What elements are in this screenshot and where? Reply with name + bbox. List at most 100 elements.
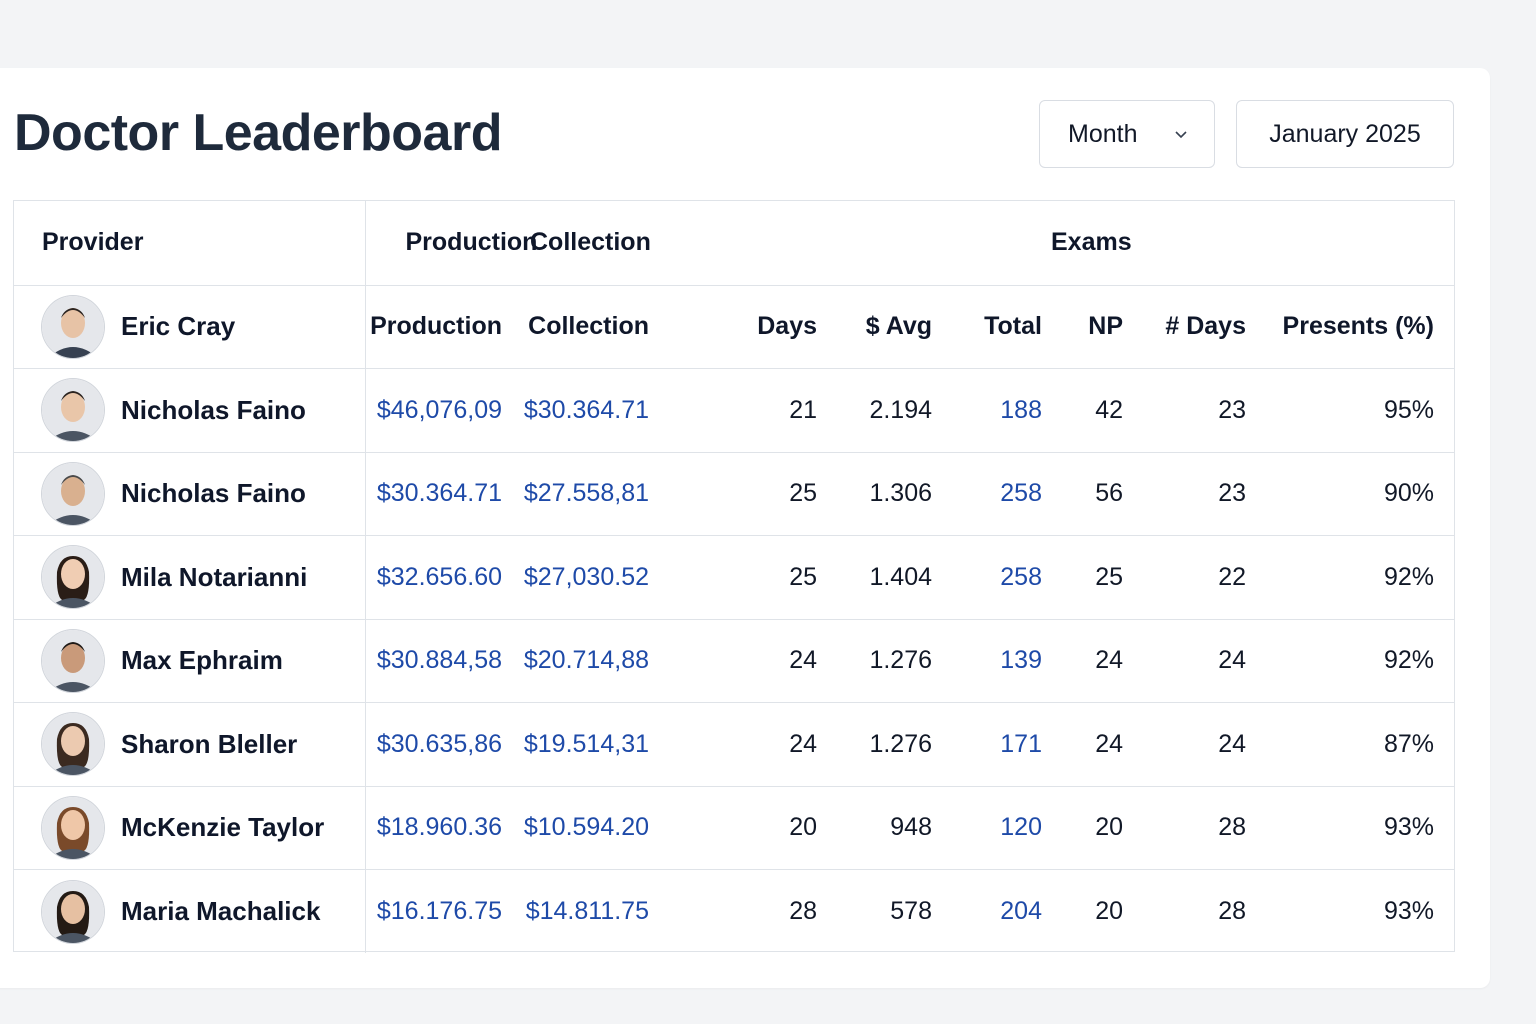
subheader-avg[interactable]: $ Avg — [865, 312, 932, 341]
exam-days-value: 23 — [1218, 479, 1246, 508]
table-row: Nicholas Faino $46,076,09 $30.364.71 21 … — [14, 368, 1454, 452]
avatar — [42, 379, 104, 442]
provider-name[interactable]: Eric Cray — [121, 311, 236, 342]
group-header-exams: Exams — [1051, 228, 1132, 257]
avatar — [42, 880, 104, 943]
days-value: 25 — [789, 562, 817, 591]
table-row: Sharon Bleller $30.635,86 $19.514,31 24 … — [14, 702, 1454, 786]
presents-value: 90% — [1383, 479, 1434, 508]
days-value: 25 — [789, 479, 817, 508]
production-value[interactable]: $30.635,86 — [376, 729, 502, 758]
group-header-provider: Provider — [14, 201, 366, 285]
avg-value: 948 — [890, 813, 932, 842]
provider-name[interactable]: Nicholas Faino — [121, 478, 306, 509]
collection-value[interactable]: $14.811.75 — [525, 897, 649, 925]
presents-value: 95% — [1383, 395, 1434, 424]
np-value: 20 — [1095, 897, 1123, 925]
page-title: Doctor Leaderboard — [14, 104, 502, 162]
subheader-collection[interactable]: Collection — [528, 312, 649, 341]
exam-total-value[interactable]: 139 — [1000, 646, 1042, 675]
provider-cell: Mila Notarianni — [14, 535, 366, 619]
group-header-row: Provider Production Collection Exams — [14, 201, 1454, 285]
provider-cell: Nicholas Faino — [14, 452, 366, 536]
avatar — [42, 713, 104, 776]
days-value: 20 — [789, 813, 817, 842]
group-header-production: Production — [405, 228, 538, 257]
exam-total-value[interactable]: 258 — [1000, 479, 1042, 508]
provider-cell: McKenzie Taylor — [14, 786, 366, 870]
avg-value: 1.404 — [869, 562, 932, 591]
avatar — [42, 796, 104, 859]
collection-value[interactable]: $27,030.52 — [523, 562, 649, 591]
subheader-production[interactable]: Production — [370, 312, 502, 341]
np-value: 24 — [1095, 729, 1123, 758]
provider-name[interactable]: Mila Notarianni — [121, 561, 308, 592]
provider-name[interactable]: Nicholas Faino — [121, 394, 306, 425]
period-select-label: Month — [1068, 119, 1138, 148]
avatar — [42, 546, 104, 609]
subheader-days[interactable]: Days — [757, 312, 817, 341]
provider-cell: Eric Cray — [14, 285, 366, 369]
avg-value: 578 — [890, 897, 932, 925]
presents-value: 92% — [1383, 562, 1434, 591]
subheader-presents[interactable]: Presents (%) — [1282, 312, 1434, 341]
exam-total-value[interactable]: 204 — [1000, 897, 1042, 925]
presents-value: 87% — [1383, 729, 1434, 758]
production-value[interactable]: $30.364.71 — [376, 479, 502, 508]
subheader-exam-days[interactable]: # Days — [1165, 312, 1246, 341]
table-row: Eric Cray Production Collection Days $ A… — [14, 285, 1454, 369]
days-value: 24 — [789, 646, 817, 675]
provider-cell: Sharon Bleller — [14, 702, 366, 786]
production-value[interactable]: $32.656.60 — [376, 562, 502, 591]
provider-cell: Nicholas Faino — [14, 368, 366, 452]
production-value[interactable]: $18.960.36 — [376, 813, 502, 842]
production-value[interactable]: $46,076,09 — [376, 395, 502, 424]
table-row: Nicholas Faino $30.364.71 $27.558,81 25 … — [14, 452, 1454, 536]
table-row: Mila Notarianni $32.656.60 $27,030.52 25… — [14, 535, 1454, 619]
group-header-collection: Collection — [530, 228, 651, 257]
presents-value: 93% — [1383, 897, 1434, 925]
provider-name[interactable]: Max Ephraim — [121, 645, 283, 676]
collection-value[interactable]: $10.594.20 — [523, 813, 649, 842]
avg-value: 1.306 — [869, 479, 932, 508]
np-value: 25 — [1095, 562, 1123, 591]
provider-name[interactable]: Maria Machalick — [121, 896, 321, 926]
avg-value: 2.194 — [869, 395, 932, 424]
days-value: 21 — [789, 395, 817, 424]
np-value: 56 — [1095, 479, 1123, 508]
avatar — [42, 629, 104, 692]
date-picker-button[interactable]: January 2025 — [1236, 100, 1454, 168]
exam-days-value: 28 — [1218, 897, 1246, 925]
exam-total-value[interactable]: 120 — [1000, 813, 1042, 842]
avg-value: 1.276 — [869, 646, 932, 675]
collection-value[interactable]: $19.514,31 — [523, 729, 649, 758]
date-label: January 2025 — [1269, 119, 1421, 148]
presents-value: 93% — [1383, 813, 1434, 842]
days-value: 24 — [789, 729, 817, 758]
exam-days-value: 22 — [1218, 562, 1246, 591]
exam-days-value: 28 — [1218, 813, 1246, 842]
provider-name[interactable]: McKenzie Taylor — [121, 812, 325, 843]
provider-name[interactable]: Sharon Bleller — [121, 728, 298, 759]
exam-total-value[interactable]: 171 — [1000, 729, 1042, 758]
exam-total-value[interactable]: 258 — [1000, 562, 1042, 591]
np-value: 24 — [1095, 646, 1123, 675]
subheader-np[interactable]: NP — [1088, 312, 1123, 341]
table-row: McKenzie Taylor $18.960.36 $10.594.20 20… — [14, 786, 1454, 870]
exam-days-value: 24 — [1218, 729, 1246, 758]
exam-total-value[interactable]: 188 — [1000, 395, 1042, 424]
production-value[interactable]: $30.884,58 — [376, 646, 502, 675]
np-value: 20 — [1095, 813, 1123, 842]
avg-value: 1.276 — [869, 729, 932, 758]
subheader-total[interactable]: Total — [984, 312, 1042, 341]
table-row: Max Ephraim $30.884,58 $20.714,88 24 1.2… — [14, 619, 1454, 703]
np-value: 42 — [1095, 395, 1123, 424]
production-value[interactable]: $16.176.75 — [376, 897, 502, 925]
chevron-down-icon — [1174, 129, 1188, 139]
exam-days-value: 24 — [1218, 646, 1246, 675]
collection-value[interactable]: $27.558,81 — [523, 479, 649, 508]
exam-days-value: 23 — [1218, 395, 1246, 424]
period-select[interactable]: Month — [1039, 100, 1215, 168]
collection-value[interactable]: $20.714,88 — [523, 646, 649, 675]
collection-value[interactable]: $30.364.71 — [523, 395, 649, 424]
